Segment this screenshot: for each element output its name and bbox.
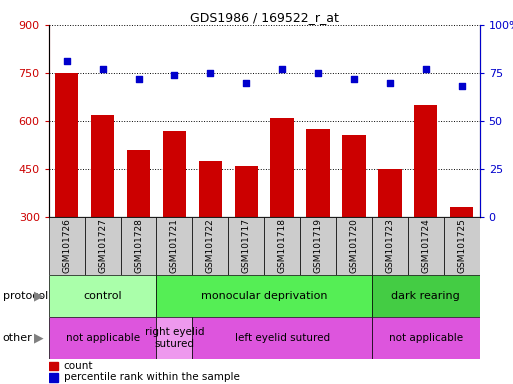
Text: GSM101722: GSM101722: [206, 218, 215, 273]
Bar: [121, 217, 156, 275]
Text: percentile rank within the sample: percentile rank within the sample: [64, 372, 240, 382]
Point: [314, 70, 322, 76]
Bar: [156, 317, 192, 359]
Text: GSM101717: GSM101717: [242, 218, 251, 273]
Bar: [372, 317, 480, 359]
Text: not applicable: not applicable: [389, 333, 463, 343]
Point: [350, 76, 358, 82]
Point: [242, 79, 250, 86]
Bar: [127, 150, 150, 217]
Bar: [372, 217, 408, 275]
Text: GSM101724: GSM101724: [421, 218, 430, 273]
Bar: [264, 217, 300, 275]
Bar: [234, 166, 258, 217]
Bar: [450, 207, 473, 217]
Point: [170, 72, 179, 78]
Point: [206, 70, 214, 76]
Bar: [414, 105, 438, 217]
Bar: [85, 217, 121, 275]
Text: not applicable: not applicable: [66, 333, 140, 343]
Title: GDS1986 / 169522_r_at: GDS1986 / 169522_r_at: [190, 11, 339, 24]
Text: GSM101720: GSM101720: [349, 218, 359, 273]
Text: control: control: [83, 291, 122, 301]
Point: [63, 58, 71, 65]
Point: [422, 66, 430, 72]
Text: protocol: protocol: [3, 291, 48, 301]
Bar: [192, 217, 228, 275]
Bar: [300, 217, 336, 275]
Bar: [342, 136, 366, 217]
Text: GSM101721: GSM101721: [170, 218, 179, 273]
Point: [134, 76, 143, 82]
Bar: [156, 217, 192, 275]
Point: [98, 66, 107, 72]
Text: GSM101723: GSM101723: [385, 218, 394, 273]
Bar: [192, 317, 372, 359]
Bar: [49, 362, 58, 370]
Bar: [49, 317, 156, 359]
Text: GSM101718: GSM101718: [278, 218, 287, 273]
Bar: [270, 118, 294, 217]
Bar: [199, 161, 222, 217]
Point: [458, 83, 466, 89]
Bar: [156, 275, 372, 317]
Text: GSM101719: GSM101719: [313, 218, 323, 273]
Point: [278, 66, 286, 72]
Text: right eyelid
sutured: right eyelid sutured: [145, 327, 204, 349]
Bar: [228, 217, 264, 275]
Text: other: other: [3, 333, 32, 343]
Bar: [372, 275, 480, 317]
Text: ▶: ▶: [34, 289, 43, 302]
Bar: [91, 114, 114, 217]
Text: ▶: ▶: [34, 331, 43, 344]
Bar: [55, 73, 78, 217]
Text: left eyelid sutured: left eyelid sutured: [234, 333, 330, 343]
Bar: [378, 169, 402, 217]
Bar: [49, 217, 85, 275]
Bar: [408, 217, 444, 275]
Bar: [306, 129, 330, 217]
Text: GSM101728: GSM101728: [134, 218, 143, 273]
Text: GSM101726: GSM101726: [62, 218, 71, 273]
Bar: [163, 131, 186, 217]
Point: [386, 79, 394, 86]
Bar: [336, 217, 372, 275]
Text: count: count: [64, 361, 93, 371]
Text: GSM101725: GSM101725: [457, 218, 466, 273]
Bar: [49, 373, 58, 382]
Bar: [49, 275, 156, 317]
Text: dark rearing: dark rearing: [391, 291, 460, 301]
Text: GSM101727: GSM101727: [98, 218, 107, 273]
Text: monocular deprivation: monocular deprivation: [201, 291, 327, 301]
Bar: [444, 217, 480, 275]
